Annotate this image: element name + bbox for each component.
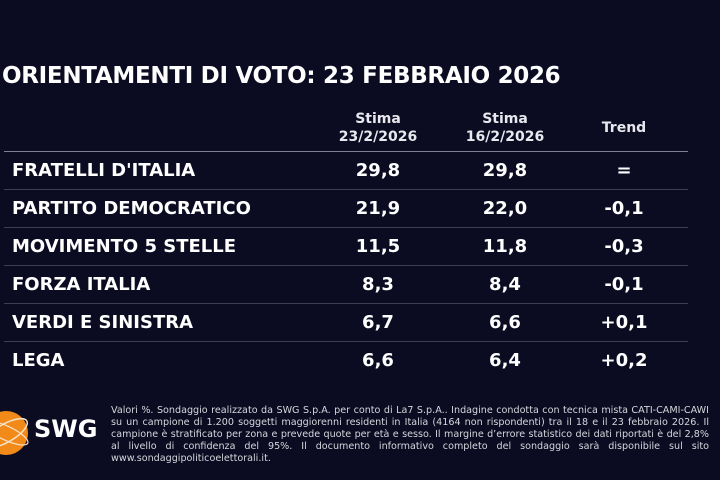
table-row: FRATELLI D'ITALIA 29,8 29,8 = <box>0 152 700 190</box>
column-header-trend: Trend <box>564 119 684 137</box>
current-value: 6,7 <box>362 312 394 333</box>
column-header-date: 23/2/2026 <box>338 129 418 145</box>
column-header-date: 16/2/2026 <box>465 129 545 145</box>
page-title: ORIENTAMENTI DI VOTO: 23 FEBBRAIO 2026 <box>2 63 561 89</box>
table-row: LEGA 6,6 6,4 +0,2 <box>0 342 700 380</box>
trend-value: -0,1 <box>604 274 644 295</box>
previous-value: 11,8 <box>482 236 528 257</box>
column-header-previous: Stima 16/2/2026 <box>445 110 565 146</box>
column-header-label: Trend <box>601 120 647 136</box>
current-value: 29,8 <box>355 160 401 181</box>
party-name: LEGA <box>12 350 65 371</box>
party-name: MOVIMENTO 5 STELLE <box>12 236 237 257</box>
table-row: PARTITO DEMOCRATICO 21,9 22,0 -0,1 <box>0 190 700 228</box>
previous-value: 22,0 <box>482 198 528 219</box>
party-name: FRATELLI D'ITALIA <box>12 160 196 181</box>
row-divider <box>4 303 688 304</box>
previous-value: 29,8 <box>482 160 528 181</box>
trend-value: -0,1 <box>604 198 644 219</box>
table-row: MOVIMENTO 5 STELLE 11,5 11,8 -0,3 <box>0 228 700 266</box>
globe-icon <box>0 411 29 455</box>
table-row: FORZA ITALIA 8,3 8,4 -0,1 <box>0 266 700 304</box>
current-value: 6,6 <box>362 350 394 371</box>
column-header-current: Stima 23/2/2026 <box>318 110 438 146</box>
swg-logo: SWG <box>0 405 110 465</box>
party-name: VERDI E SINISTRA <box>12 312 194 333</box>
trend-value: -0,3 <box>604 236 644 257</box>
party-name: PARTITO DEMOCRATICO <box>12 198 251 219</box>
trend-value: = <box>616 160 632 181</box>
party-name: FORZA ITALIA <box>12 274 151 295</box>
current-value: 8,3 <box>362 274 394 295</box>
previous-value: 6,4 <box>489 350 521 371</box>
current-value: 11,5 <box>355 236 401 257</box>
row-divider <box>4 227 688 228</box>
column-header-label: Stima <box>355 111 401 127</box>
logo-text: SWG <box>34 415 98 443</box>
row-divider <box>4 265 688 266</box>
previous-value: 6,6 <box>489 312 521 333</box>
previous-value: 8,4 <box>489 274 521 295</box>
methodology-note: Valori %. Sondaggio realizzato da SWG S.… <box>111 405 709 464</box>
table-row: VERDI E SINISTRA 6,7 6,6 +0,1 <box>0 304 700 342</box>
current-value: 21,9 <box>355 198 401 219</box>
header-divider <box>4 151 688 152</box>
column-header-label: Stima <box>482 111 528 127</box>
trend-value: +0,1 <box>600 312 648 333</box>
row-divider <box>4 189 688 190</box>
trend-value: +0,2 <box>600 350 648 371</box>
row-divider <box>4 341 688 342</box>
